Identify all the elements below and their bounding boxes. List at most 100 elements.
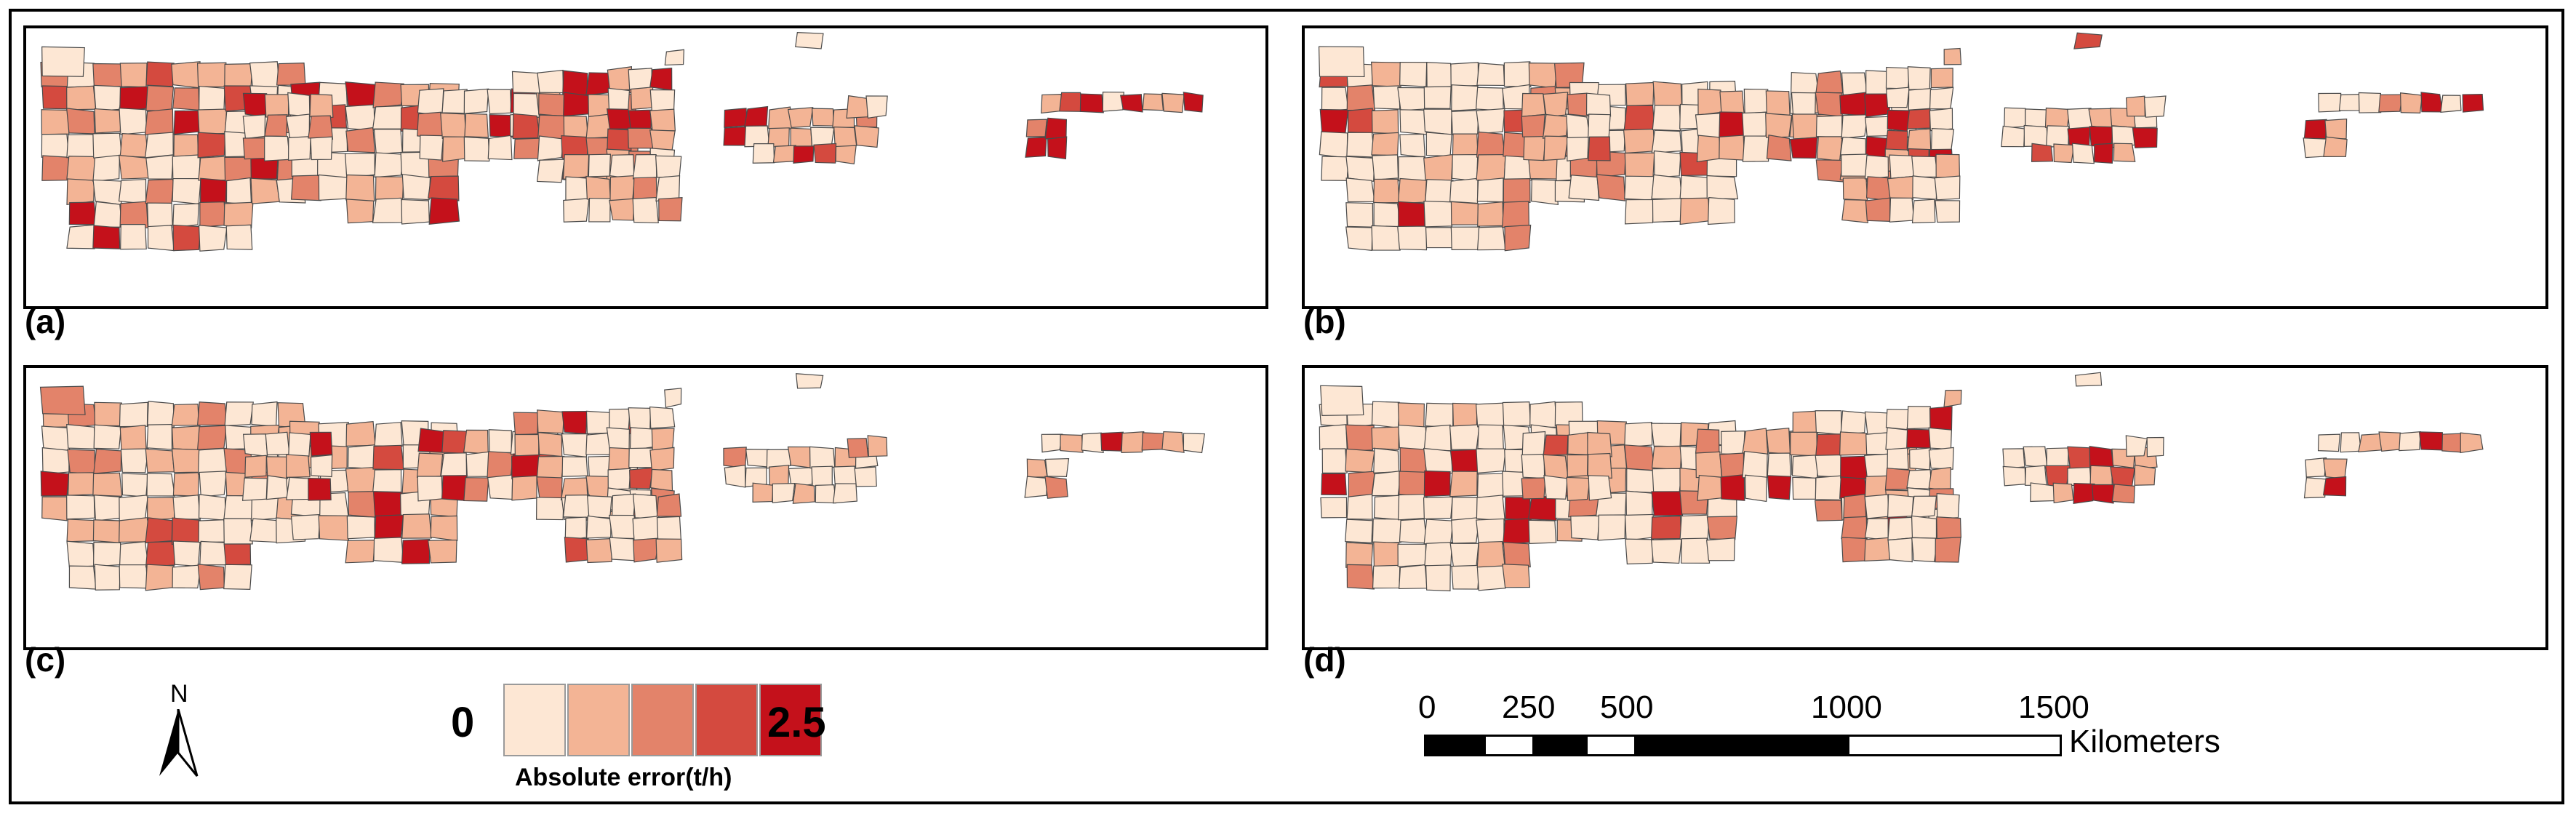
central-east-county	[608, 447, 632, 471]
far-east-county	[2358, 433, 2383, 452]
west-central-county	[344, 153, 375, 179]
central-west-county	[1521, 114, 1545, 140]
central-south-county	[1911, 156, 1938, 178]
central-east-county	[1906, 108, 1931, 129]
central-hot-county	[537, 431, 563, 457]
west-county	[1423, 424, 1452, 452]
central-east-county	[1885, 409, 1911, 431]
central-west-county	[1521, 453, 1545, 479]
central-hot-county	[1815, 115, 1843, 138]
west-county	[1476, 540, 1505, 568]
east-county	[2132, 127, 2158, 148]
west-county	[197, 447, 227, 475]
west-central-county	[373, 129, 403, 155]
map-panel-b	[1302, 25, 2548, 309]
west-county	[1346, 564, 1375, 590]
west-county	[1502, 518, 1532, 545]
west-central-county	[1623, 105, 1655, 132]
west-county	[199, 201, 226, 228]
west-county	[171, 425, 201, 451]
central-west-county	[309, 431, 333, 457]
west-county	[145, 84, 175, 112]
west-county	[1345, 448, 1375, 473]
central-county	[441, 89, 468, 114]
west-county	[172, 564, 202, 589]
central-west-county	[264, 135, 291, 161]
far-east-county	[1183, 92, 1204, 113]
west-central-county	[375, 176, 404, 201]
west-county	[1345, 542, 1374, 568]
outlier-north-county	[795, 31, 824, 49]
far-east-county	[1183, 433, 1205, 454]
central-south-county	[632, 196, 659, 224]
west-county	[1371, 132, 1399, 156]
central-south-county	[609, 537, 636, 561]
central-east-county	[629, 427, 654, 451]
central-hot-county	[536, 476, 563, 501]
east-south-county	[752, 482, 774, 503]
central-west-county	[1523, 135, 1547, 161]
west-county	[223, 201, 254, 229]
central-east-county	[1906, 428, 1932, 449]
west-county	[145, 564, 175, 591]
east-south-county	[772, 145, 796, 164]
west-county	[66, 108, 95, 135]
central-county	[1719, 452, 1745, 479]
west-county	[92, 541, 123, 567]
east-far-county	[2143, 95, 2167, 118]
west-county	[66, 540, 95, 568]
scale-tick-1500: 1500	[2018, 689, 2089, 725]
central-east-county	[649, 108, 676, 132]
east-county	[833, 127, 857, 148]
east-county	[787, 107, 814, 128]
far-east-county	[1059, 92, 1084, 112]
west-central-county	[372, 105, 404, 129]
central-east-county	[1930, 128, 1955, 152]
west-county	[1319, 131, 1348, 159]
central-west-county	[308, 115, 334, 140]
central-county	[440, 452, 468, 476]
east-south-county	[792, 483, 815, 504]
far-east-south-county	[1025, 137, 1047, 158]
west-county	[1399, 447, 1427, 476]
east-south-county	[2113, 143, 2136, 162]
west-county	[1452, 402, 1478, 429]
west-county	[1321, 448, 1348, 473]
west-county	[41, 155, 71, 181]
west-county	[1425, 402, 1454, 428]
central-hot-county	[513, 92, 540, 118]
west-county	[119, 495, 149, 521]
far-east-county	[2420, 92, 2444, 113]
west-county	[172, 224, 202, 252]
west-central-county	[345, 466, 377, 494]
west-county	[1423, 496, 1453, 520]
east-far-county	[2146, 436, 2164, 457]
central-south-county	[1887, 537, 1913, 563]
central-south-county	[632, 516, 660, 541]
west-county	[92, 519, 121, 543]
west-county	[1451, 153, 1479, 182]
west-county	[93, 201, 123, 228]
west-county	[1346, 493, 1373, 520]
west-county	[1345, 202, 1374, 228]
west-county	[1476, 495, 1505, 521]
west-county	[41, 496, 69, 521]
central-east-county	[1906, 406, 1932, 430]
west-central-county	[374, 422, 403, 447]
central-west-county	[1543, 135, 1569, 161]
west-county	[1397, 177, 1427, 204]
east-county	[2046, 447, 2069, 469]
west-county	[1502, 201, 1529, 228]
central-west-county	[1542, 113, 1569, 139]
map-panel-c	[23, 365, 1268, 650]
central-south-county	[563, 198, 590, 223]
west-county	[1424, 179, 1454, 204]
central-south-county	[1887, 516, 1915, 541]
central-hot-county	[1841, 114, 1868, 139]
central-east-county	[1906, 469, 1932, 489]
central-county	[1743, 88, 1769, 115]
central-south-county	[1934, 175, 1961, 201]
west-central-county	[372, 469, 402, 493]
west-county	[1449, 424, 1480, 450]
west-county	[1451, 84, 1479, 111]
